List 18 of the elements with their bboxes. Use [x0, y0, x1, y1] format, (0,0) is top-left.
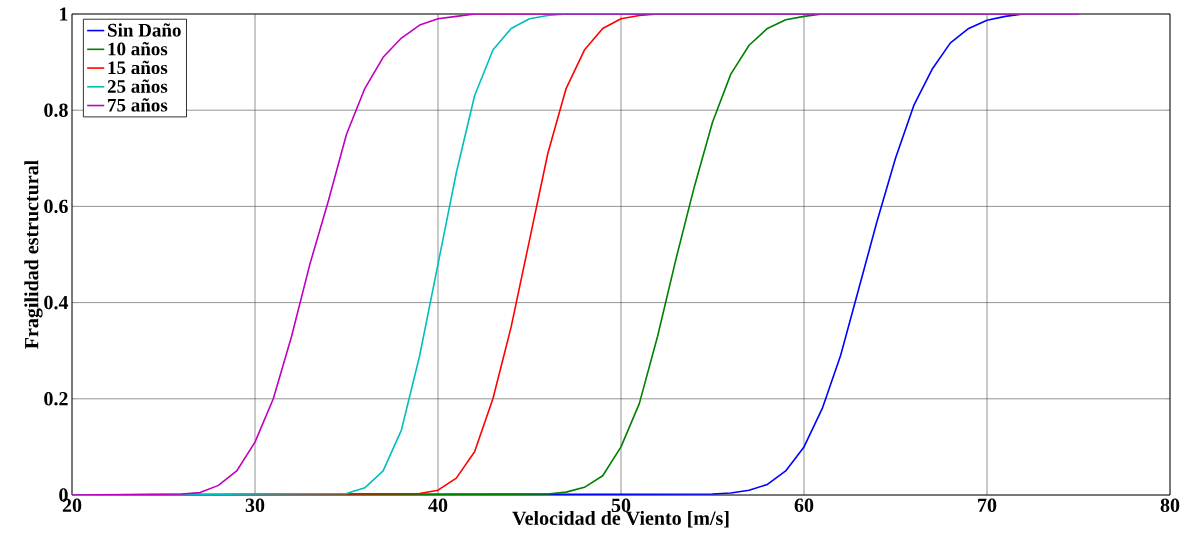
legend-label: 15 años — [108, 60, 168, 75]
legend-label: 25 años — [107, 79, 168, 93]
x-tick-label: 40 — [428, 498, 448, 513]
legend-label: Sin Daño — [108, 23, 181, 37]
x-tick-label: 80 — [1160, 498, 1180, 513]
legend-label: 10 años — [108, 41, 168, 56]
y-axis-title: Fragilidad estructural — [24, 160, 43, 349]
x-tick-label: 60 — [794, 498, 814, 513]
x-tick-label: 70 — [978, 498, 997, 513]
y-tick-label: 0.4 — [44, 295, 69, 310]
line-series — [72, 14, 1080, 495]
y-tick-label: 0.8 — [44, 103, 68, 117]
x-tick-label: 50 — [611, 498, 631, 513]
y-tick-label: 1 — [60, 7, 68, 21]
legend-label: 75 años — [108, 98, 168, 112]
y-tick-label: 0.6 — [44, 199, 68, 214]
y-tick-label: 0.2 — [44, 392, 68, 406]
x-tick-label: 30 — [245, 498, 265, 513]
